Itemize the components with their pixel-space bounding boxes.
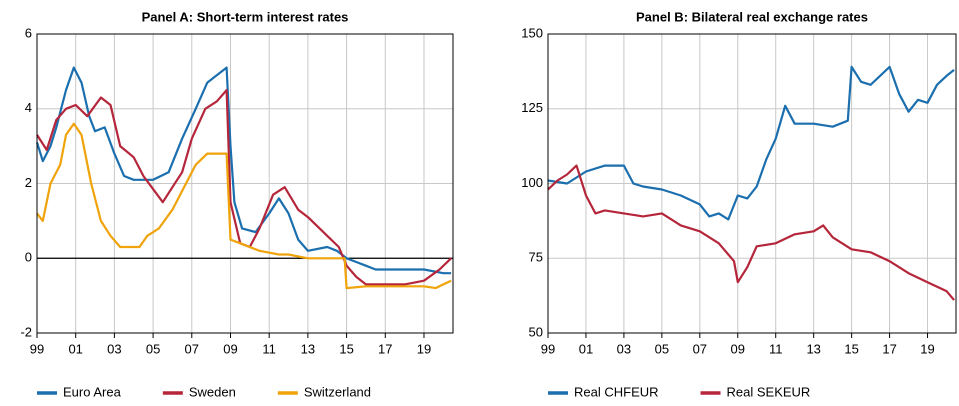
x-tick-label: 19 <box>920 341 934 356</box>
y-tick-label: -2 <box>20 324 32 339</box>
y-tick-label: 6 <box>25 25 32 40</box>
y-tick-label: 75 <box>529 250 543 265</box>
legend-label: Real CHFEUR <box>574 384 659 399</box>
legend-label: Sweden <box>189 384 236 399</box>
plot-frame <box>36 33 454 334</box>
x-tick-label: 15 <box>339 341 353 356</box>
y-tick-label: 0 <box>25 250 32 265</box>
line-series <box>36 89 452 286</box>
line-series <box>35 66 452 275</box>
x-tick-label: 07 <box>693 341 707 356</box>
x-tick-label: 13 <box>806 341 820 356</box>
plot-frame <box>547 33 957 334</box>
chart-title: Panel B: Bilateral real exchange rates <box>636 9 868 24</box>
line-series <box>547 164 955 301</box>
y-tick-label: 125 <box>521 100 543 115</box>
legend-label: Real SEKEUR <box>727 384 811 399</box>
legend-label: Euro Area <box>63 384 122 399</box>
y-tick-label: 4 <box>25 100 32 115</box>
x-tick-label: 11 <box>769 341 783 356</box>
x-tick-label: 99 <box>30 341 44 356</box>
x-tick-label: 13 <box>301 341 315 356</box>
y-tick-label: 2 <box>25 175 32 190</box>
x-tick-label: 11 <box>262 341 276 356</box>
x-tick-label: 99 <box>541 341 555 356</box>
x-tick-label: 09 <box>223 341 237 356</box>
x-tick-label: 17 <box>378 341 392 356</box>
x-tick-label: 09 <box>731 341 745 356</box>
x-tick-label: 05 <box>655 341 669 356</box>
legend-label: Switzerland <box>304 384 371 399</box>
x-tick-label: 07 <box>185 341 199 356</box>
chart-title: Panel A: Short-term interest rates <box>142 9 349 24</box>
x-tick-label: 01 <box>68 341 82 356</box>
x-tick-label: 17 <box>882 341 896 356</box>
y-tick-label: 150 <box>521 25 543 40</box>
y-tick-label: 50 <box>529 324 543 339</box>
x-tick-label: 03 <box>617 341 631 356</box>
x-tick-label: 19 <box>417 341 431 356</box>
line-series <box>547 65 955 221</box>
x-tick-label: 01 <box>579 341 593 356</box>
line-series <box>36 122 452 290</box>
x-tick-label: 15 <box>844 341 858 356</box>
y-tick-label: 100 <box>521 175 543 190</box>
x-tick-label: 05 <box>146 341 160 356</box>
x-tick-label: 03 <box>107 341 121 356</box>
